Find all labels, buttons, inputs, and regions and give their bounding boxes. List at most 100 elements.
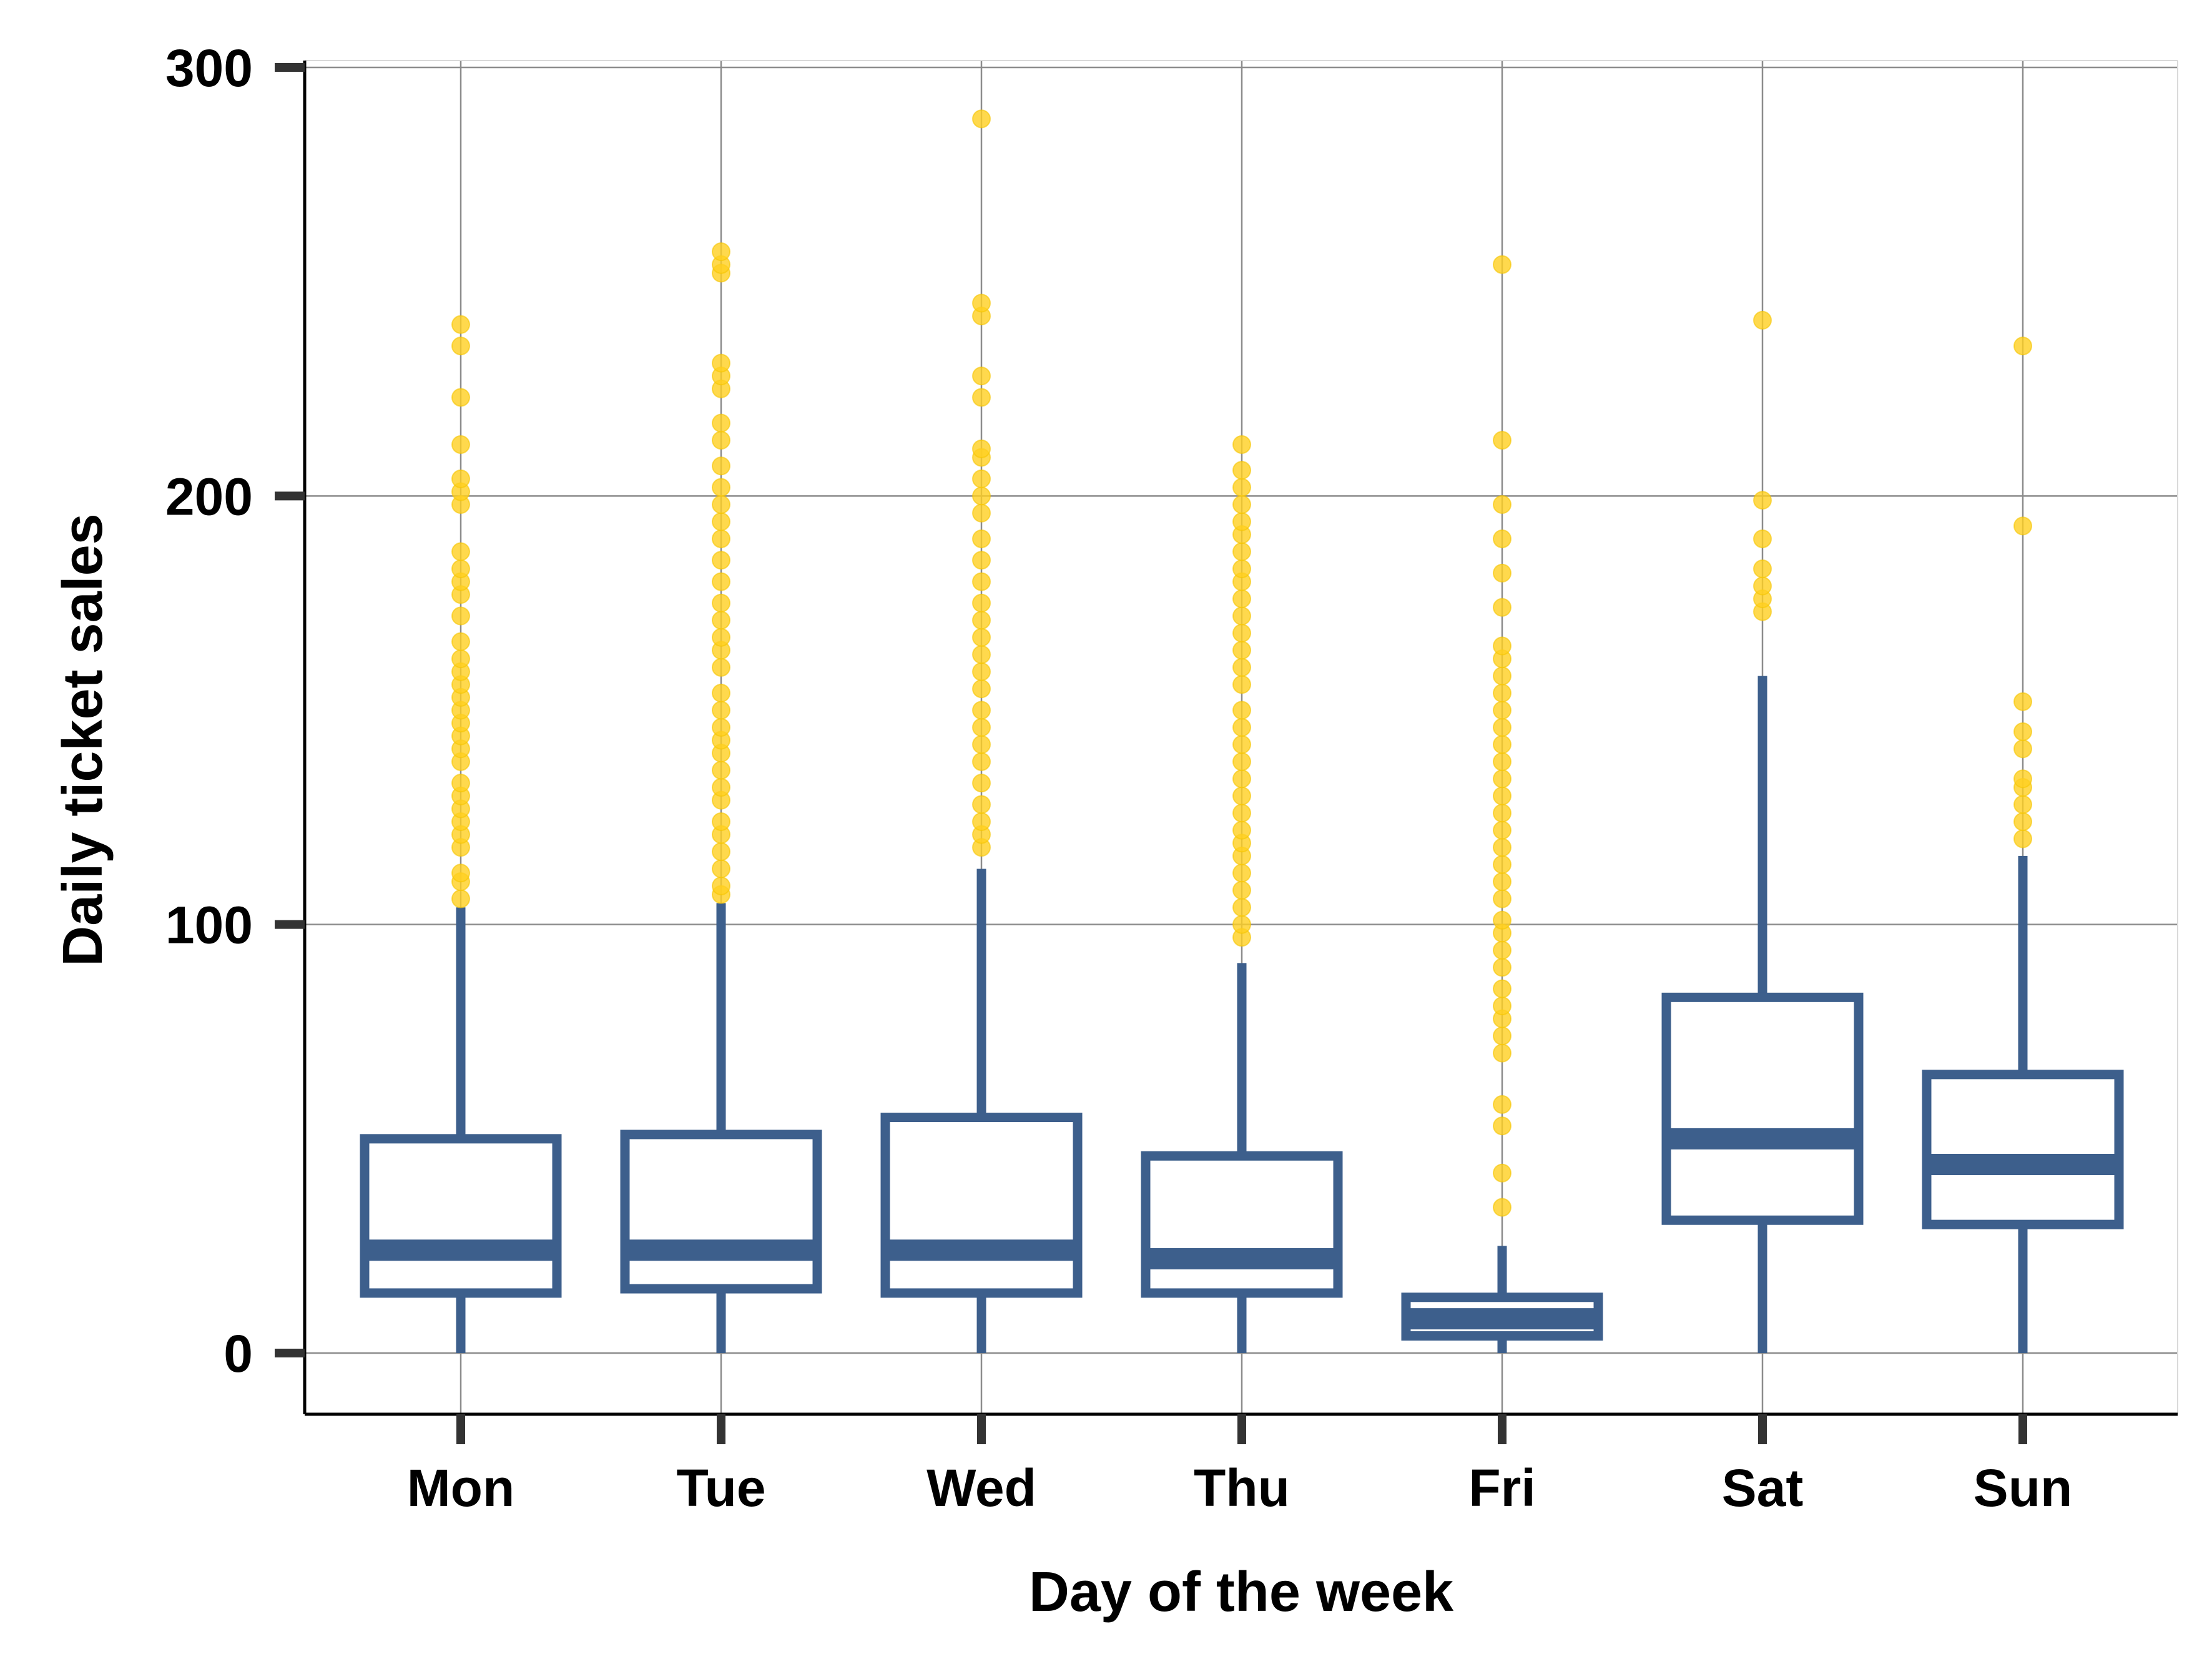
outlier-point-fri-23	[1493, 717, 1512, 737]
outlier-point-thu-10	[1232, 769, 1251, 789]
outlier-point-fri-32	[1493, 495, 1512, 514]
outlier-point-fri-3	[1493, 1095, 1512, 1114]
outlier-point-sun-7	[2013, 692, 2032, 711]
outlier-point-wed-5	[972, 752, 991, 771]
outlier-point-sun-2	[2013, 795, 2032, 814]
outlier-point-fri-24	[1493, 701, 1512, 720]
outlier-point-mon-28	[451, 388, 470, 407]
outlier-point-tue-12	[712, 701, 730, 720]
x-tick-label-sun: Sun	[1974, 1459, 2073, 1517]
outlier-point-fri-9	[1493, 958, 1512, 977]
outlier-point-wed-16	[972, 551, 991, 570]
outlier-point-thu-28	[1232, 461, 1251, 480]
outlier-point-tue-14	[712, 657, 730, 677]
outlier-point-mon-18	[451, 632, 470, 651]
outlier-point-mon-22	[451, 559, 470, 579]
outlier-point-wed-13	[972, 611, 991, 630]
outlier-point-wed-8	[972, 701, 991, 720]
x-axis-ticks: Mon Tue Wed Thu Fri Sat Sun	[407, 1414, 2073, 1517]
outlier-point-fri-18	[1493, 804, 1512, 823]
outlier-point-tue-2	[712, 859, 730, 879]
outlier-point-mon-26	[451, 469, 470, 488]
outlier-point-sun-8	[2013, 516, 2032, 536]
outlier-point-thu-7	[1232, 820, 1251, 840]
outlier-point-wed-23	[972, 388, 991, 407]
outlier-point-fri-19	[1493, 786, 1512, 805]
outlier-point-fri-28	[1493, 636, 1512, 656]
box-sat	[1661, 676, 1864, 1353]
outlier-point-fri-13	[1493, 889, 1512, 908]
outlier-point-fri-31	[1493, 529, 1512, 548]
outlier-point-wed-18	[972, 503, 991, 523]
outlier-point-thu-18	[1232, 623, 1251, 642]
outlier-point-tue-7	[712, 778, 730, 797]
box-fri	[1401, 1246, 1603, 1353]
y-tick-label-100: 100	[165, 896, 253, 955]
iqr-box-sat	[1661, 992, 1864, 1225]
y-tick-label-300: 300	[165, 39, 253, 97]
box-wed	[880, 869, 1083, 1353]
outlier-point-wed-4	[972, 774, 991, 793]
outlier-point-sun-6	[2013, 722, 2032, 741]
outlier-point-tue-13	[712, 684, 730, 703]
outlier-point-fri-10	[1493, 940, 1512, 960]
outlier-point-wed-20	[972, 469, 991, 488]
outlier-point-sat-3	[1753, 559, 1772, 579]
outlier-point-wed-12	[972, 628, 991, 647]
x-axis-title: Day of the week	[1029, 1561, 1454, 1623]
outlier-point-fri-15	[1493, 855, 1512, 874]
outlier-point-thu-27	[1232, 478, 1251, 497]
outlier-point-tue-18	[712, 593, 730, 613]
outlier-point-thu-8	[1232, 804, 1251, 823]
outlier-point-thu-4	[1232, 864, 1251, 883]
outlier-point-tue-26	[712, 431, 730, 450]
outlier-point-mon-19	[451, 606, 470, 626]
outlier-point-fri-0	[1493, 1198, 1512, 1217]
outlier-point-wed-2	[972, 812, 991, 831]
outlier-point-wed-11	[972, 645, 991, 664]
outlier-point-fri-25	[1493, 684, 1512, 703]
outlier-point-thu-12	[1232, 735, 1251, 754]
outlier-point-thu-23	[1232, 542, 1251, 561]
iqr-box-sun	[1922, 1070, 2124, 1229]
outlier-point-wed-24	[972, 367, 991, 386]
x-tick-label-wed: Wed	[927, 1459, 1036, 1517]
outlier-point-wed-14	[972, 593, 991, 613]
outlier-point-thu-29	[1232, 435, 1251, 454]
outlier-point-thu-17	[1232, 641, 1251, 660]
box-sun	[1922, 855, 2124, 1353]
x-tick-label-thu: Thu	[1194, 1459, 1290, 1517]
outlier-point-fri-20	[1493, 769, 1512, 789]
outlier-point-wed-7	[972, 717, 991, 737]
outlier-point-wed-3	[972, 795, 991, 814]
outlier-point-thu-16	[1232, 657, 1251, 677]
outlier-point-fri-7	[1493, 997, 1512, 1016]
box-mon	[360, 907, 562, 1353]
y-tick-label-200: 200	[165, 467, 253, 526]
outlier-point-wed-19	[972, 486, 991, 506]
outlier-point-tue-19	[712, 572, 730, 591]
outlier-point-sun-0	[2013, 829, 2032, 849]
outlier-point-wed-22	[972, 439, 991, 458]
outlier-point-mon-30	[451, 315, 470, 334]
outlier-point-mon-8	[451, 774, 470, 793]
outlier-point-tue-20	[712, 551, 730, 570]
outlier-point-fri-33	[1493, 431, 1512, 450]
outlier-point-thu-15	[1232, 675, 1251, 694]
outlier-point-tue-22	[712, 512, 730, 531]
outlier-point-mon-23	[451, 542, 470, 561]
outlier-point-sun-1	[2013, 812, 2032, 831]
outlier-point-tue-5	[712, 812, 730, 831]
outlier-point-thu-26	[1232, 495, 1251, 514]
outlier-point-fri-5	[1493, 1026, 1512, 1046]
outlier-point-mon-17	[451, 649, 470, 669]
outlier-point-tue-8	[712, 761, 730, 780]
outlier-point-sun-9	[2013, 337, 2032, 356]
outlier-point-tue-23	[712, 495, 730, 514]
outlier-point-fri-4	[1493, 1043, 1512, 1063]
outlier-point-fri-14	[1493, 872, 1512, 892]
outlier-point-tue-33	[712, 242, 730, 262]
x-tick-label-tue: Tue	[676, 1459, 765, 1517]
outlier-point-wed-15	[972, 572, 991, 591]
